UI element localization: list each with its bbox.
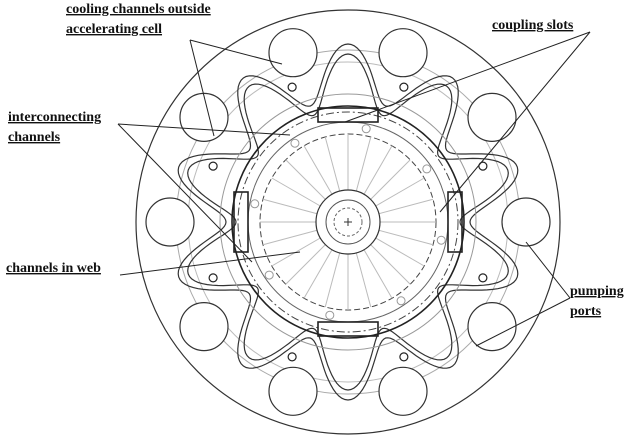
port [467, 302, 517, 352]
web-channel [375, 237, 425, 267]
hole [208, 273, 218, 283]
web-channel [363, 249, 393, 299]
hole [287, 352, 297, 362]
leader [344, 31, 591, 123]
web-channel [378, 198, 434, 215]
ring [231, 105, 465, 339]
leader [525, 241, 571, 299]
label: interconnecting [8, 110, 101, 125]
web-channel [262, 229, 318, 246]
coupling-slot [317, 321, 379, 337]
label: channels in web [6, 261, 101, 276]
port [179, 302, 229, 352]
leader [117, 123, 291, 136]
web-channel [324, 136, 341, 192]
web-channel [355, 252, 372, 308]
leader [189, 39, 215, 137]
hole [290, 138, 300, 148]
hole [422, 164, 432, 174]
web-channel [285, 244, 326, 285]
ring [135, 9, 561, 435]
web-channel [285, 159, 326, 200]
hole [264, 270, 274, 280]
coupling-slot [317, 107, 379, 123]
web-channel [355, 136, 372, 192]
web-channel [370, 244, 411, 285]
port [467, 92, 517, 142]
web-channel [363, 145, 393, 195]
label: accelerating cell [66, 22, 162, 37]
web-channel [271, 237, 321, 267]
coupling-slot [233, 191, 249, 253]
leader [439, 31, 591, 213]
label: channels [8, 130, 61, 145]
hole [396, 296, 406, 306]
hole [478, 161, 488, 171]
web-channel [324, 252, 341, 308]
web-channel [271, 177, 321, 207]
hole [361, 124, 371, 134]
label: ports [570, 304, 602, 319]
label: cooling channels outside [66, 2, 211, 17]
web-channel [303, 145, 333, 195]
ring [333, 207, 363, 237]
port [145, 197, 195, 247]
port [179, 92, 229, 142]
leaders [117, 31, 591, 347]
hole [399, 352, 409, 362]
web-channel [378, 229, 434, 246]
port [378, 28, 428, 78]
leader [117, 123, 253, 263]
leader [189, 39, 283, 65]
ring [325, 199, 371, 245]
hole [250, 199, 260, 209]
web-channel [370, 159, 411, 200]
port [268, 366, 318, 416]
cooling-channel [177, 43, 519, 401]
leader [475, 297, 571, 347]
label: pumping [570, 284, 624, 299]
port [378, 366, 428, 416]
web-channel [262, 198, 318, 215]
cooling-channel [187, 53, 509, 391]
web-channel [303, 249, 333, 299]
web-channel [375, 177, 425, 207]
cavity-drawing [135, 9, 561, 435]
hole [325, 310, 335, 320]
hole [478, 273, 488, 283]
hole [436, 235, 446, 245]
leader [119, 251, 301, 276]
port [501, 197, 551, 247]
ring [315, 189, 381, 255]
label: coupling slots [492, 18, 574, 33]
ring [237, 111, 459, 333]
hole [287, 82, 297, 92]
port [268, 28, 318, 78]
coupling-slot [447, 191, 463, 253]
hole [399, 82, 409, 92]
hole [208, 161, 218, 171]
ring [219, 93, 477, 351]
